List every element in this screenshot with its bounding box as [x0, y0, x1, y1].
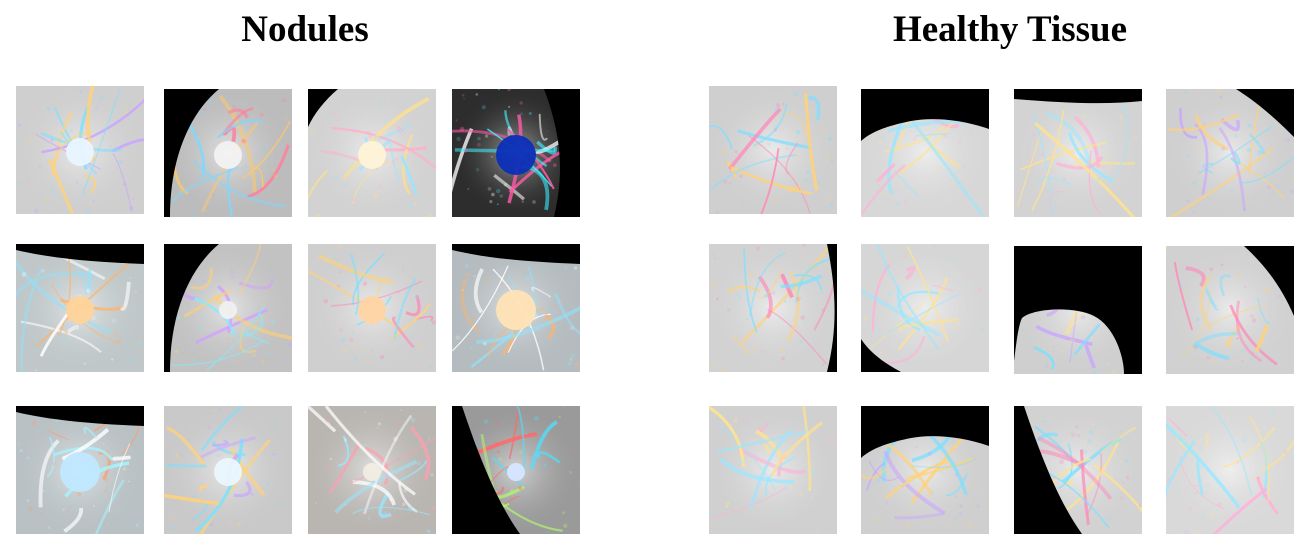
background-mask [1014, 246, 1142, 374]
background-mask [164, 244, 219, 372]
ct-patch-image [1166, 89, 1294, 217]
background-mask [1236, 89, 1294, 137]
healthy-patch-4 [1166, 89, 1294, 217]
background-mask [452, 244, 580, 264]
ct-patch-image [452, 244, 580, 372]
nodule-spot [496, 135, 536, 175]
nodule-spot [60, 452, 100, 492]
ct-patch-image [308, 406, 436, 534]
background-mask [861, 406, 989, 458]
background-mask [861, 339, 901, 372]
ct-patch-image [164, 89, 292, 217]
nodule-spot [66, 138, 94, 166]
background-mask [861, 89, 989, 141]
nodule-patch-12 [452, 406, 580, 534]
healthy-patch-7 [1014, 246, 1142, 374]
nodule-spot [219, 301, 237, 319]
nodule-patch-8 [452, 244, 580, 372]
background-mask [16, 406, 144, 426]
healthy-patch-2 [861, 89, 989, 217]
nodule-patch-6 [164, 244, 292, 372]
healthy-patch-3 [1014, 89, 1142, 217]
nodule-patch-11 [308, 406, 436, 534]
background-mask [452, 406, 520, 534]
ct-patch-image [861, 406, 989, 534]
nodule-spot [66, 296, 94, 324]
nodule-patch-3 [308, 89, 436, 217]
ct-patch-image [709, 86, 837, 214]
nodule-spot [358, 296, 386, 324]
nodule-spot [214, 141, 242, 169]
ct-patch-image [308, 89, 436, 217]
ct-patch-image [16, 244, 144, 372]
nodule-patch-2 [164, 89, 292, 217]
healthy-patch-1 [709, 86, 837, 214]
nodule-patch-4 [452, 89, 580, 217]
ct-patch-image [1166, 406, 1294, 534]
background-mask [1014, 89, 1142, 104]
ct-patch-image [452, 89, 580, 217]
healthy-patch-5 [709, 244, 837, 372]
ct-patch-image [1014, 406, 1142, 534]
ct-patch-image [709, 244, 837, 372]
background-mask [308, 89, 338, 127]
healthy-patch-9 [709, 406, 837, 534]
nodule-patch-1 [16, 86, 144, 214]
background-mask [827, 244, 837, 372]
ct-patch-image [16, 86, 144, 214]
nodule-spot [496, 290, 536, 330]
ct-patch-image [861, 244, 989, 372]
background-mask [1244, 246, 1294, 316]
background-mask [16, 244, 144, 264]
ct-patch-image [709, 406, 837, 534]
background-mask [544, 89, 580, 217]
nodule-patch-5 [16, 244, 144, 372]
nodule-patch-10 [164, 406, 292, 534]
ct-patch-image [1166, 246, 1294, 374]
ct-patch-image [1014, 246, 1142, 374]
ct-patch-image [164, 406, 292, 534]
nodule-spot [358, 141, 386, 169]
nodule-spot [507, 463, 525, 481]
healthy-patch-11 [1014, 406, 1142, 534]
healthy-tissue-title: Healthy Tissue [892, 9, 1128, 50]
background-mask [1014, 406, 1082, 534]
nodules-title: Nodules [241, 9, 369, 50]
ct-patch-image [861, 89, 989, 217]
nodule-spot [214, 458, 242, 486]
background-mask [164, 89, 219, 217]
ct-patch-image [452, 406, 580, 534]
healthy-patch-10 [861, 406, 989, 534]
nodule-spot [363, 463, 381, 481]
nodule-patch-9 [16, 406, 144, 534]
healthy-patch-8 [1166, 246, 1294, 374]
ct-patch-image [164, 244, 292, 372]
healthy-patch-12 [1166, 406, 1294, 534]
ct-patch-image [308, 244, 436, 372]
ct-patch-image [16, 406, 144, 534]
ct-patch-image [1014, 89, 1142, 217]
healthy-patch-6 [861, 244, 989, 372]
nodule-patch-7 [308, 244, 436, 372]
